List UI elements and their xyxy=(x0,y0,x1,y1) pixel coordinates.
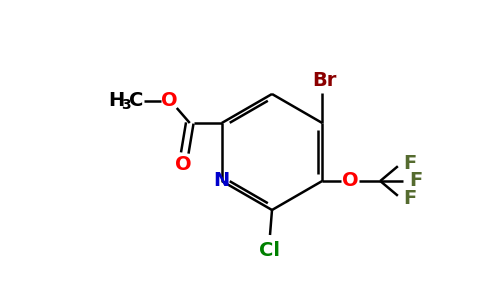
Text: O: O xyxy=(342,172,359,190)
Text: F: F xyxy=(409,172,423,190)
Text: C: C xyxy=(129,91,143,110)
Text: F: F xyxy=(403,154,416,172)
Text: Br: Br xyxy=(312,70,336,89)
Text: F: F xyxy=(403,190,416,208)
Text: Cl: Cl xyxy=(259,241,281,260)
Text: H: H xyxy=(108,91,125,110)
Text: O: O xyxy=(162,92,178,110)
Text: O: O xyxy=(176,155,192,175)
Text: N: N xyxy=(213,172,230,190)
Text: 3: 3 xyxy=(121,98,131,112)
